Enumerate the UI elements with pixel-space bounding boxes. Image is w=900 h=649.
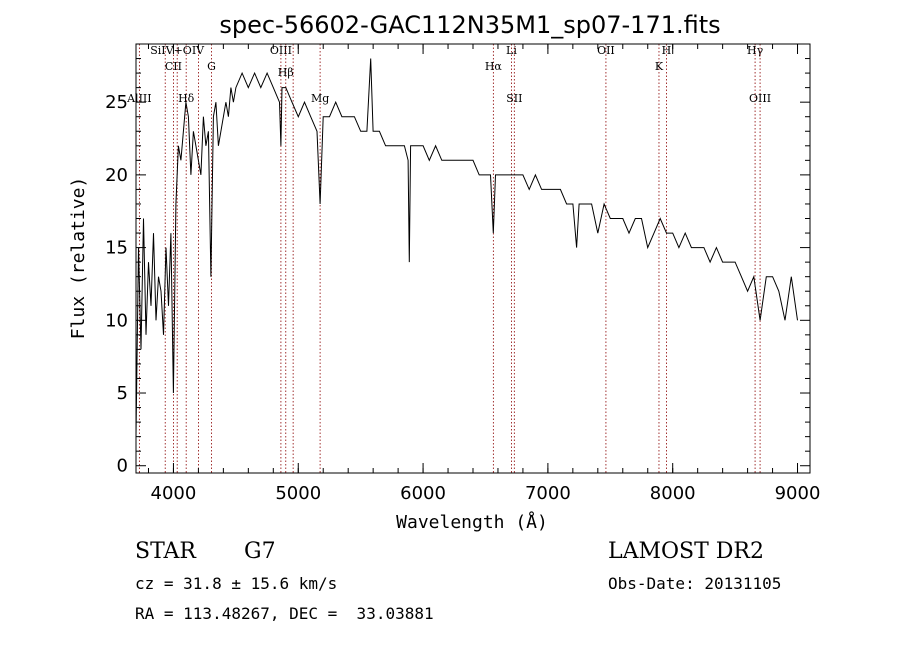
line-label-8-0: Hβ — [278, 66, 294, 79]
redshift-velocity: cz = 31.8 ± 15.6 km/s — [135, 574, 338, 593]
line-label-7-0: OIII — [270, 44, 292, 57]
line-label-17-0: Hγ — [747, 44, 764, 57]
object-subclass: G7 — [244, 539, 276, 564]
line-label-10-0: Mg — [311, 92, 329, 105]
observation-date: Obs-Date: 20131105 — [608, 574, 782, 593]
y-tick-label-2: 10 — [105, 310, 128, 331]
coordinates: RA = 113.48267, DEC = 33.03881 — [135, 604, 434, 623]
y-tick-label-4: 20 — [105, 165, 128, 186]
x-tick-label-4: 8000 — [650, 483, 696, 504]
y-tick-label-5: 25 — [105, 92, 128, 113]
line-label-14-0: OII — [597, 44, 615, 57]
y-tick-label-3: 15 — [105, 238, 128, 259]
line-label-6-0: G — [207, 60, 216, 73]
x-tick-label-2: 6000 — [400, 483, 446, 504]
line-label-18-0: OIII — [749, 92, 771, 105]
line-label-16-0: H — [662, 44, 672, 57]
x-tick-label-1: 5000 — [275, 483, 321, 504]
line-label-0-0: AlIII — [126, 92, 152, 105]
chart-title: spec-56602-GAC112N35M1_sp07-171.fits — [219, 11, 720, 39]
x-tick-label-5: 9000 — [775, 483, 821, 504]
object-class: STAR — [135, 539, 196, 564]
line-label-12-0: Li — [506, 44, 517, 57]
line-label-15-0: K — [655, 60, 664, 73]
line-label-11-0: Hα — [485, 60, 503, 73]
line-label-4-0: Hδ — [178, 92, 195, 105]
y-tick-label-0: 0 — [117, 456, 128, 477]
x-tick-label-3: 7000 — [525, 483, 571, 504]
line-label-13-0: SII — [506, 92, 522, 105]
line-label-3-0: SiIV+OIV — [150, 44, 205, 57]
spectrum-line — [135, 58, 798, 437]
y-tick-label-1: 5 — [117, 383, 128, 404]
x-axis-label: Wavelength (Å) — [396, 511, 548, 533]
x-tick-label-0: 4000 — [151, 483, 197, 504]
survey-name: LAMOST DR2 — [608, 539, 764, 564]
line-label-2-0: CII — [165, 60, 182, 73]
y-axis-label: Flux (relative) — [68, 177, 89, 340]
